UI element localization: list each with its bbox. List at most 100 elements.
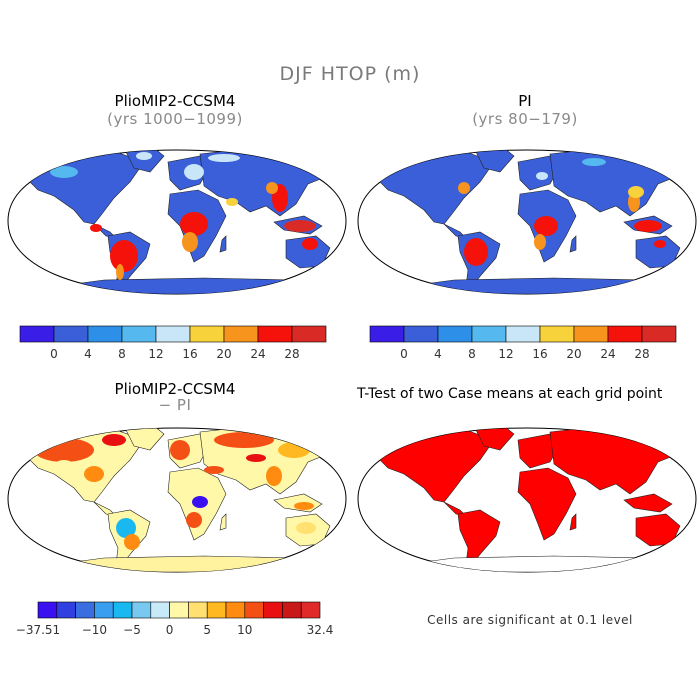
field-patch [186, 512, 202, 528]
colorbar-swatch [112, 601, 133, 619]
field-patch [284, 220, 316, 232]
colorbar-tick-label: 4 [84, 347, 92, 361]
field-patch [458, 182, 470, 194]
colorbar-tick-label: 20 [216, 347, 231, 361]
colorbar-swatch [471, 325, 507, 343]
colorbar-tick-label: 8 [118, 347, 126, 361]
panel-4-title: T-Test of two Case means at each grid po… [357, 386, 663, 402]
field-patch [296, 522, 316, 534]
colorbar-tick-label: 28 [634, 347, 649, 361]
field-patch [534, 216, 558, 236]
colorbar-tick-label: 24 [600, 347, 615, 361]
colorbar-tick-label: 4 [434, 347, 442, 361]
significance-note: Cells are significant at 0.1 level [427, 613, 633, 627]
field-patch [246, 454, 266, 462]
map-panel-pi [357, 149, 697, 295]
field-patch [302, 238, 318, 250]
field-patch [50, 166, 78, 178]
colorbar-tick-label: 16 [532, 347, 547, 361]
landmass-south-america [457, 509, 501, 565]
field-patch [170, 440, 190, 460]
colorbar-swatch [206, 601, 227, 619]
field-patch [266, 182, 278, 194]
panel-2-subtitle: (yrs 80−179) [472, 110, 578, 128]
field-patch [180, 212, 208, 236]
colorbar-difference: −37.51 −10 −5 0 5 10 32.4 [16, 601, 334, 637]
field-patch [116, 518, 136, 538]
colorbar-tick-label: 20 [566, 347, 581, 361]
colorbar-swatch [56, 601, 76, 619]
colorbar-swatch [131, 601, 152, 619]
field-patch [90, 224, 102, 232]
field-patch [192, 496, 208, 508]
field-patch [84, 466, 104, 482]
field-patch [208, 154, 240, 162]
map-panel-model [7, 149, 347, 295]
colorbar-swatch [437, 325, 473, 343]
field-patch [110, 240, 138, 272]
field-patch [294, 502, 314, 510]
colorbar-swatch [291, 325, 327, 343]
colorbar-swatch [37, 601, 58, 619]
field-patch [124, 534, 140, 550]
field-patch [214, 432, 274, 448]
field-patch [182, 232, 198, 252]
map-panel-ttest [357, 427, 697, 573]
colorbar-swatch [263, 601, 283, 619]
colorbar-swatch [505, 325, 541, 343]
field-patch [204, 466, 224, 474]
field-patch [54, 460, 74, 472]
colorbar-swatch [19, 325, 55, 343]
colorbar-swatch [169, 601, 189, 619]
colorbar-swatch [539, 325, 575, 343]
colorbar-tick-label: 32.4 [307, 623, 334, 637]
colorbar-swatch [607, 325, 643, 343]
colorbar-tick-label: 10 [237, 623, 252, 637]
field-patch [116, 264, 124, 280]
colorbar-tick-label: 12 [148, 347, 163, 361]
colorbar-tick-label: 28 [284, 347, 299, 361]
landmass-new-zealand [687, 261, 695, 273]
colorbar-model: 0 4 8 12 16 20 24 28 [19, 325, 327, 361]
field-patch [102, 434, 126, 446]
landmass-new-zealand [337, 539, 345, 551]
field-patch [290, 158, 318, 166]
map-panel-difference [7, 427, 347, 573]
landmass-greenland [475, 428, 515, 451]
landmass-madagascar [569, 513, 577, 531]
landmass-madagascar [569, 235, 577, 253]
colorbar-tick-label: 16 [182, 347, 197, 361]
field-patch [226, 198, 238, 206]
field-patch [184, 164, 204, 180]
landmass-greenland [475, 150, 515, 173]
panel-3-title: PlioMIP2-CCSM4 [114, 380, 236, 398]
landmass-madagascar [219, 235, 227, 253]
colorbar-swatch [257, 325, 293, 343]
colorbar-swatch [300, 601, 321, 619]
colorbar-swatch [282, 601, 302, 619]
colorbar-pi: 0 4 8 12 16 20 24 28 [369, 325, 677, 361]
field-patch [266, 466, 282, 486]
colorbar-swatch [155, 325, 191, 343]
panel-2-title: PI [518, 92, 532, 110]
colorbar-swatch [223, 325, 259, 343]
colorbar-swatch [94, 601, 114, 619]
colorbar-swatch [369, 325, 405, 343]
landmass-maritime-asia [623, 493, 673, 513]
colorbar-swatch [121, 325, 157, 343]
colorbar-swatch [244, 601, 264, 619]
colorbar-tick-label: 0 [166, 623, 174, 637]
field-patch [136, 152, 152, 160]
colorbar-swatch [403, 325, 439, 343]
colorbar-swatch [150, 601, 170, 619]
panel-1-title: PlioMIP2-CCSM4 [114, 92, 236, 110]
colorbar-swatch [573, 325, 609, 343]
colorbar-tick-label: −5 [123, 623, 141, 637]
colorbar-tick-label: 12 [498, 347, 513, 361]
field-patch [464, 238, 488, 266]
field-patch [634, 220, 662, 232]
field-patch [536, 172, 548, 180]
landmass-new-zealand [337, 261, 345, 273]
field-patch [628, 186, 644, 198]
colorbar-swatch [75, 601, 95, 619]
